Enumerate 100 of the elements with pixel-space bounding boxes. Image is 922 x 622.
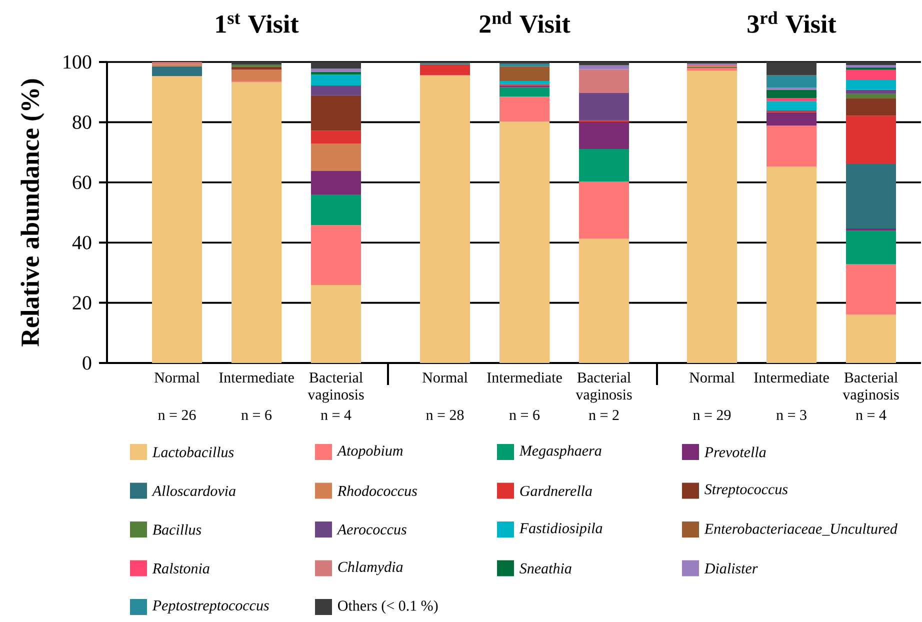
y-axis-title: Relative abundance (%) xyxy=(20,79,44,346)
bar xyxy=(311,85,361,96)
bar xyxy=(579,122,630,149)
bar xyxy=(311,72,361,75)
text: n = 26 xyxy=(158,410,196,420)
legend-label: Sneathia xyxy=(520,562,572,574)
legend-label: Ralstonia xyxy=(152,562,210,574)
legend-label: Prevotella xyxy=(704,446,766,458)
text: n = 4 xyxy=(856,410,886,420)
bar xyxy=(846,67,896,70)
x-tick-label: Intermediate xyxy=(219,372,294,383)
bar xyxy=(579,62,630,66)
bar xyxy=(500,64,550,66)
legend-label: Chlamydia xyxy=(338,561,403,576)
bar xyxy=(766,90,817,98)
bar xyxy=(152,66,202,76)
bar xyxy=(766,98,817,102)
bar xyxy=(846,228,896,231)
bar xyxy=(311,74,361,86)
bar xyxy=(846,230,896,264)
bar xyxy=(420,75,470,363)
text: n = 28 xyxy=(426,410,464,420)
legend-label: Bacillus xyxy=(152,524,202,535)
bar xyxy=(846,264,896,315)
text: n = 6 xyxy=(241,410,272,420)
bar xyxy=(579,93,630,120)
x-tick-label: Intermediate xyxy=(487,372,562,383)
bar xyxy=(311,170,361,194)
bar xyxy=(766,126,817,166)
legend-label: Enterobacteriaceae_Uncultured xyxy=(704,523,898,536)
bar xyxy=(311,225,361,286)
bar xyxy=(846,90,896,94)
bar xyxy=(766,75,817,88)
bar xyxy=(846,98,896,116)
legend-label: Streptococcus xyxy=(704,484,788,498)
y-tick-label: 20 xyxy=(72,296,92,310)
chart-title: 1$^{st}$ Visit xyxy=(216,14,299,34)
x-tick-label: Normal xyxy=(422,372,468,383)
legend-label: Rhodococcus xyxy=(337,485,417,496)
bar xyxy=(311,194,361,226)
bar xyxy=(232,66,282,70)
legend-label: Megasphaera xyxy=(519,445,602,459)
chart-title: 3$^{rd}$ Visit xyxy=(748,11,836,34)
legend-label: Gardnerella xyxy=(520,485,592,496)
bar xyxy=(311,285,361,363)
y-tick-label: 40 xyxy=(72,236,92,250)
bar xyxy=(500,96,550,122)
bar xyxy=(579,238,630,363)
bar xyxy=(766,166,817,363)
text: n = 6 xyxy=(509,410,540,420)
legend-label: Alloscardovia xyxy=(152,485,236,496)
bar xyxy=(846,80,896,90)
x-tick-label: Normal xyxy=(690,372,735,383)
text: n = 3 xyxy=(776,410,806,420)
bar xyxy=(232,62,282,65)
bar xyxy=(846,164,896,228)
y-tick-label: 60 xyxy=(72,176,92,190)
bar xyxy=(152,76,202,363)
bar xyxy=(311,144,361,171)
legend-label: Dialister xyxy=(704,562,758,574)
bar xyxy=(766,62,817,76)
bar xyxy=(766,112,817,126)
text: n = 2 xyxy=(588,410,619,420)
bar xyxy=(500,66,550,81)
y-tick-label: 80 xyxy=(72,115,92,129)
bar xyxy=(311,68,361,72)
bar xyxy=(846,62,896,66)
bar xyxy=(579,69,630,93)
bar xyxy=(687,70,738,363)
legend-label: Lactobacillus xyxy=(152,446,234,458)
bar xyxy=(311,62,361,69)
x-tick-label: Intermediate xyxy=(754,372,829,383)
text: n = 4 xyxy=(320,410,352,420)
legend-label: Aerococcus xyxy=(336,524,406,535)
bar xyxy=(232,70,282,81)
bar xyxy=(500,121,550,363)
legend-label: Atopobium xyxy=(336,445,403,459)
x-tick-label: Normal xyxy=(154,372,200,383)
bar xyxy=(232,82,282,363)
bar xyxy=(500,80,550,84)
bar xyxy=(687,68,738,71)
bar xyxy=(311,95,361,131)
bar xyxy=(579,148,630,182)
text: n = 29 xyxy=(693,410,731,420)
bar xyxy=(766,101,817,110)
bar xyxy=(420,64,470,76)
bar xyxy=(846,70,896,80)
bar xyxy=(500,87,550,97)
bar xyxy=(152,62,202,64)
bar xyxy=(846,94,896,98)
legend-label: Peptostreptococcus xyxy=(152,600,269,614)
legend-label: Others (< 0.1 %) xyxy=(338,600,438,614)
y-tick-label: 100 xyxy=(64,55,92,69)
legend-label: Fastidiosipila xyxy=(519,522,602,536)
y-tick-label: 0 xyxy=(82,356,92,370)
bar xyxy=(311,130,361,144)
bar xyxy=(846,314,896,363)
bar xyxy=(846,116,896,164)
chart-title: 2$^{nd}$ Visit xyxy=(480,11,570,34)
bar xyxy=(579,181,630,239)
